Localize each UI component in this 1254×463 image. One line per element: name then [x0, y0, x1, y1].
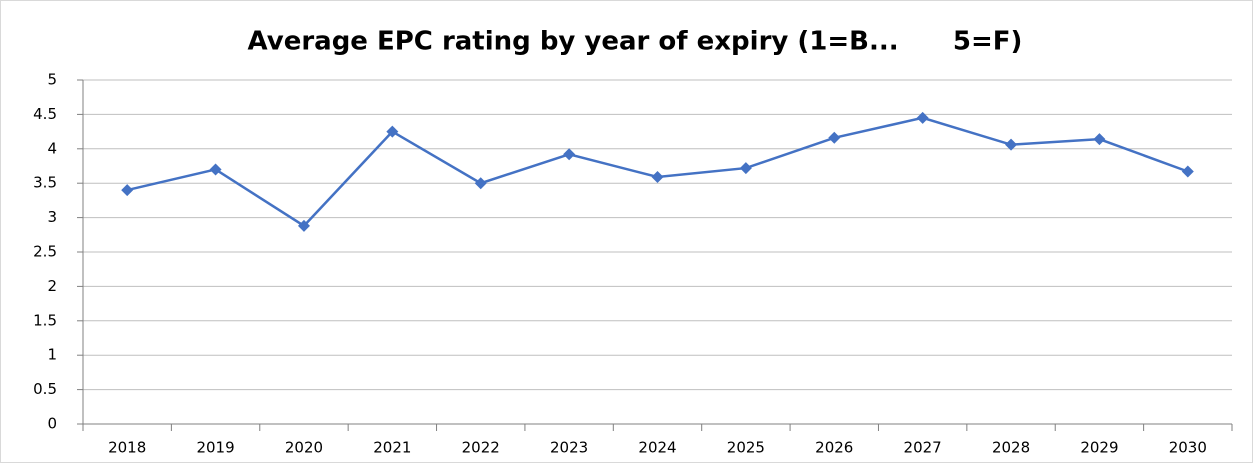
x-tick-label: 2026 [815, 439, 853, 457]
chart-title: Average EPC rating by year of expiry (1=… [248, 27, 1023, 57]
marker [121, 184, 134, 197]
x-tick-label: 2021 [373, 439, 411, 457]
y-tick-label: 3.5 [33, 174, 57, 192]
marker [209, 163, 222, 176]
marker [1005, 138, 1018, 151]
y-tick-label: 0.5 [33, 380, 57, 398]
x-tick-label: 2027 [904, 439, 942, 457]
y-tick-label: 2.5 [33, 243, 57, 261]
marker [563, 148, 576, 161]
x-tick-label: 2023 [550, 439, 588, 457]
marker [1093, 133, 1106, 146]
x-tick-label: 2018 [108, 439, 146, 457]
x-tick-label: 2024 [638, 439, 676, 457]
x-tick-label: 2019 [196, 439, 234, 457]
marker [297, 219, 310, 232]
y-tick-label: 2 [47, 277, 57, 295]
y-tick-label: 0 [47, 415, 57, 433]
y-tick-label: 4 [47, 139, 57, 157]
y-tick-label: 4.5 [33, 105, 57, 123]
y-tick-label: 1.5 [33, 311, 57, 329]
x-tick-label: 2025 [727, 439, 765, 457]
marker [474, 177, 487, 190]
marker [916, 111, 929, 124]
y-tick-label: 3 [47, 208, 57, 226]
marker [386, 125, 399, 138]
y-tick-label: 5 [47, 71, 57, 89]
x-tick-label: 2028 [992, 439, 1030, 457]
x-tick-label: 2029 [1080, 439, 1118, 457]
x-tick-label: 2020 [285, 439, 323, 457]
marker [1181, 165, 1194, 178]
marker [739, 162, 752, 175]
marker [651, 171, 664, 184]
y-tick-label: 1 [47, 346, 57, 364]
marker [828, 131, 841, 144]
x-tick-label: 2022 [462, 439, 500, 457]
x-tick-label: 2030 [1169, 439, 1207, 457]
